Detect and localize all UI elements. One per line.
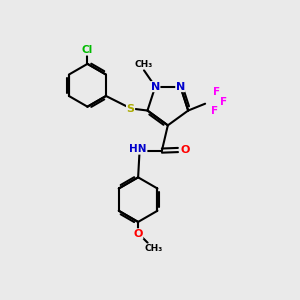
Text: O: O: [180, 145, 190, 155]
Text: F: F: [212, 106, 218, 116]
Text: Cl: Cl: [82, 45, 93, 55]
Text: N: N: [176, 82, 185, 92]
Text: CH₃: CH₃: [135, 60, 153, 69]
Text: N: N: [151, 82, 160, 92]
Text: F: F: [220, 97, 227, 106]
Text: S: S: [127, 104, 134, 114]
Text: HN: HN: [129, 144, 147, 154]
Text: F: F: [214, 87, 220, 97]
Text: CH₃: CH₃: [144, 244, 163, 253]
Text: O: O: [134, 229, 143, 239]
